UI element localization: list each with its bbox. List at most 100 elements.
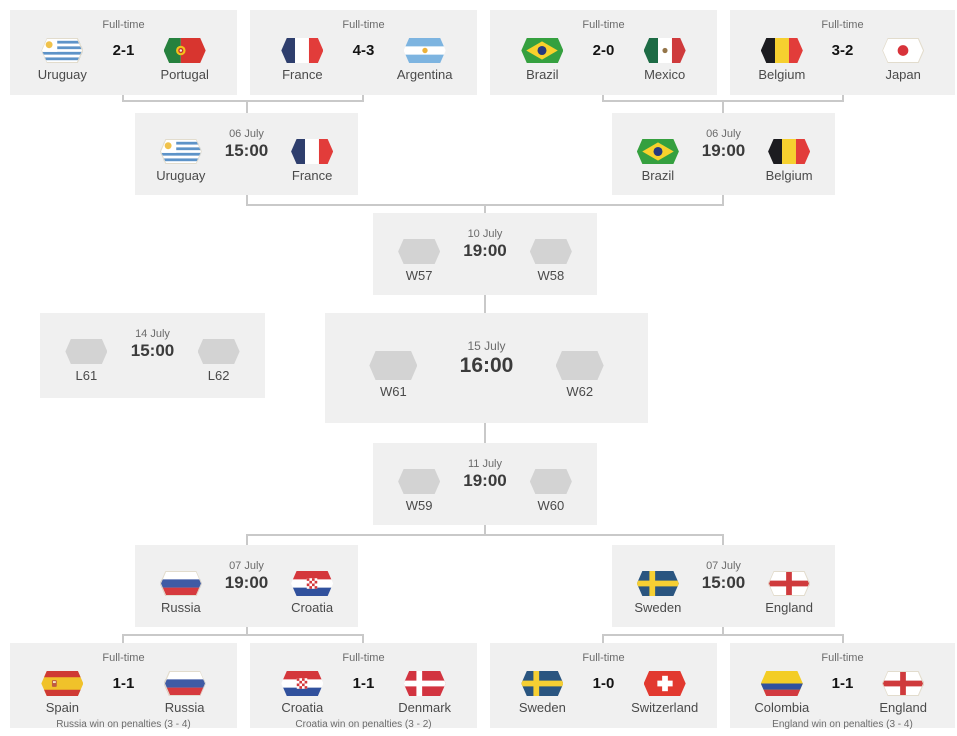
match-status: Full-time bbox=[342, 652, 385, 664]
match-russia-croatia[interactable]: Russia 07 July 19:00 Croatia bbox=[135, 545, 358, 627]
team-home: W61 bbox=[333, 351, 454, 399]
match-schedule: 11 July 19:00 bbox=[457, 457, 512, 490]
bracket-connector bbox=[722, 101, 724, 113]
match-time: 15:00 bbox=[224, 141, 269, 160]
placeholder-flag-icon bbox=[65, 339, 108, 364]
team-name: England bbox=[765, 600, 813, 615]
bracket-connector bbox=[842, 95, 844, 101]
team-away: W60 bbox=[513, 469, 589, 513]
match-status: Full-time bbox=[582, 19, 625, 31]
team-name: Portugal bbox=[160, 67, 209, 82]
team-name: W59 bbox=[405, 498, 433, 513]
team-name: Uruguay bbox=[156, 168, 206, 183]
team-name: Croatia bbox=[291, 600, 334, 615]
team-home: W57 bbox=[381, 239, 457, 283]
team-away: Japan bbox=[859, 38, 947, 82]
team-away: Argentina bbox=[380, 38, 469, 82]
belgium-flag-icon bbox=[768, 139, 811, 164]
match-time: 19:00 bbox=[224, 573, 269, 592]
team-name: Sweden bbox=[634, 600, 682, 615]
bracket-connector bbox=[484, 205, 486, 213]
match-schedule: 14 July 15:00 bbox=[125, 327, 180, 360]
team-name: Japan bbox=[885, 67, 921, 82]
match-uruguay-france[interactable]: Uruguay 06 July 15:00 France bbox=[135, 113, 358, 195]
colombia-flag-icon bbox=[760, 671, 803, 696]
team-away: Mexico bbox=[620, 38, 709, 82]
team-name: W58 bbox=[537, 268, 565, 283]
portugal-flag-icon bbox=[163, 38, 206, 63]
placeholder-flag-icon bbox=[529, 469, 572, 494]
match-sweden-switzerland[interactable]: Full-time Sweden 1-0 Switzerland bbox=[490, 643, 717, 728]
penalty-note: Croatia win on penalties (3 - 2) bbox=[295, 719, 432, 730]
team-name: L62 bbox=[207, 368, 230, 383]
bracket-connector bbox=[484, 295, 486, 313]
match-france-argentina[interactable]: Full-time France 4-3 Argentina bbox=[250, 10, 477, 95]
team-name: L61 bbox=[75, 368, 98, 383]
team-home: Uruguay bbox=[18, 38, 107, 82]
england-flag-icon bbox=[882, 671, 925, 696]
sweden-flag-icon bbox=[521, 671, 564, 696]
match-time: 19:00 bbox=[701, 141, 746, 160]
argentina-flag-icon bbox=[403, 38, 446, 63]
match-belgium-japan[interactable]: Full-time Belgium 3-2 Japan bbox=[730, 10, 955, 95]
team-away: Russia bbox=[140, 671, 229, 715]
match-semifinal-1[interactable]: W57 10 July 19:00 W58 bbox=[373, 213, 597, 295]
match-schedule: 06 July 19:00 bbox=[696, 127, 751, 160]
match-uruguay-portugal[interactable]: Full-time Uruguay 2-1 Portugal bbox=[10, 10, 237, 95]
team-away: Denmark bbox=[380, 671, 469, 715]
match-time: 19:00 bbox=[463, 241, 507, 260]
match-score: 4-3 bbox=[352, 42, 375, 59]
match-semifinal-2[interactable]: W59 11 July 19:00 W60 bbox=[373, 443, 597, 525]
match-score: 1-1 bbox=[112, 675, 135, 692]
match-time: 15:00 bbox=[130, 341, 175, 360]
team-name: Colombia bbox=[754, 700, 810, 715]
team-name: Mexico bbox=[644, 67, 686, 82]
team-name: Brazil bbox=[641, 168, 675, 183]
bracket-connector bbox=[484, 423, 486, 443]
team-name: England bbox=[879, 700, 928, 715]
team-home: France bbox=[258, 38, 347, 82]
russia-flag-icon bbox=[163, 671, 206, 696]
brazil-flag-icon bbox=[521, 38, 564, 63]
placeholder-flag-icon bbox=[529, 239, 572, 264]
match-date: 07 July bbox=[229, 560, 264, 572]
match-date: 15 July bbox=[467, 339, 506, 353]
match-spain-russia[interactable]: Full-time Spain 1-1 Russia Russia win on… bbox=[10, 643, 237, 730]
belgium-flag-icon bbox=[760, 38, 803, 63]
team-home: Croatia bbox=[258, 671, 347, 715]
match-schedule: 06 July 15:00 bbox=[219, 127, 274, 160]
match-third-place[interactable]: L61 14 July 15:00 L62 bbox=[40, 313, 265, 398]
bracket-connector bbox=[122, 635, 124, 643]
match-score: 2-0 bbox=[592, 42, 615, 59]
team-name: Brazil bbox=[526, 67, 559, 82]
team-away: England bbox=[751, 571, 827, 615]
bracket-connector bbox=[362, 95, 364, 101]
team-away: Croatia bbox=[274, 571, 350, 615]
team-name: W62 bbox=[566, 384, 594, 399]
penalty-note: England win on penalties (3 - 4) bbox=[772, 719, 913, 730]
team-home: Brazil bbox=[620, 139, 696, 183]
team-away: Portugal bbox=[140, 38, 229, 82]
brazil-flag-icon bbox=[636, 139, 679, 164]
match-time: 15:00 bbox=[701, 573, 746, 592]
team-name: Belgium bbox=[758, 67, 806, 82]
match-status: Full-time bbox=[342, 19, 385, 31]
match-score: 1-0 bbox=[592, 675, 615, 692]
bracket-connector bbox=[122, 95, 124, 101]
bracket-connector bbox=[722, 195, 724, 205]
match-sweden-england[interactable]: Sweden 07 July 15:00 England bbox=[612, 545, 835, 627]
match-score: 1-1 bbox=[831, 675, 854, 692]
team-away: W62 bbox=[519, 351, 640, 399]
match-date: 07 July bbox=[706, 560, 741, 572]
team-name: Switzerland bbox=[631, 700, 699, 715]
croatia-flag-icon bbox=[281, 671, 324, 696]
match-brazil-belgium[interactable]: Brazil 06 July 19:00 Belgium bbox=[612, 113, 835, 195]
placeholder-flag-icon bbox=[369, 351, 418, 380]
team-home: Spain bbox=[18, 671, 107, 715]
match-final[interactable]: W61 15 July 16:00 W62 bbox=[325, 313, 648, 423]
team-name: W57 bbox=[405, 268, 433, 283]
match-brazil-mexico[interactable]: Full-time Brazil 2-0 Mexico bbox=[490, 10, 717, 95]
match-croatia-denmark[interactable]: Full-time Croatia 1-1 Denmark Croatia wi… bbox=[250, 643, 477, 730]
team-name: Argentina bbox=[396, 67, 453, 82]
match-colombia-england[interactable]: Full-time Colombia 1-1 England England w… bbox=[730, 643, 955, 730]
